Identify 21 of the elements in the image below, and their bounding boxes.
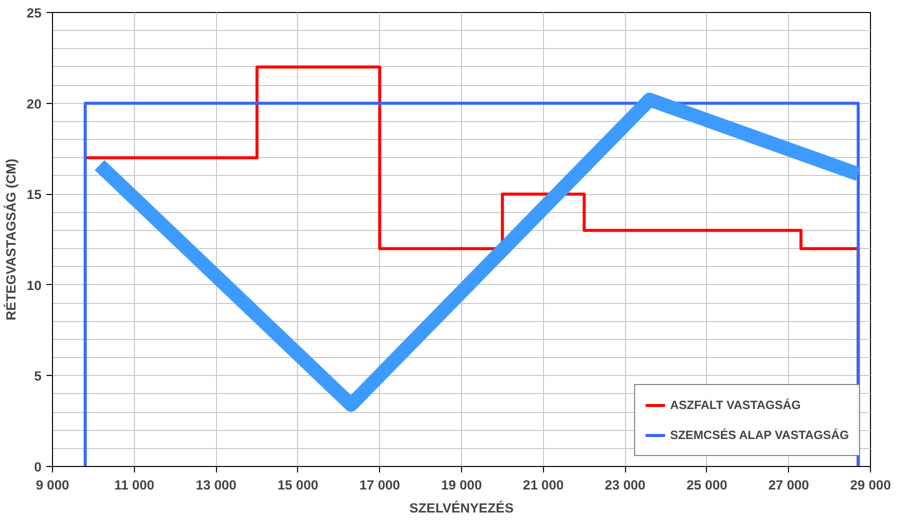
y-axis-title: RÉTEGVASTAGSÁG (CM) [4, 158, 19, 320]
x-tick-label: 17 000 [359, 478, 400, 492]
y-tick-label: 25 [26, 6, 42, 20]
x-axis-title: SZELVÉNYEZÉS [409, 500, 514, 516]
x-tick-label: 13 000 [196, 478, 236, 492]
y-tick-label: 0 [34, 460, 42, 474]
x-tick-label: 29 000 [850, 478, 891, 492]
y-tick-label: 10 [26, 278, 42, 293]
y-tick-label: 5 [34, 368, 42, 384]
x-tick-label: 27 000 [768, 478, 810, 492]
x-tick-label: 15 000 [278, 478, 318, 492]
x-tick-label: 11 000 [114, 478, 154, 492]
x-tick-label: 25 000 [686, 478, 728, 492]
x-tick-label: 23 000 [604, 478, 646, 492]
x-tick-label: 21 000 [522, 478, 564, 492]
x-tick-label: 9 000 [36, 478, 70, 492]
y-tick-label: 20 [26, 96, 42, 112]
y-tick-label: 15 [26, 187, 42, 202]
legend-label: SZEMCSÉS ALAP VASTAGSÁG [670, 428, 849, 442]
x-tick-label: 19 000 [441, 478, 482, 492]
legend-label: ASZFALT VASTAGSÁG [670, 398, 801, 412]
